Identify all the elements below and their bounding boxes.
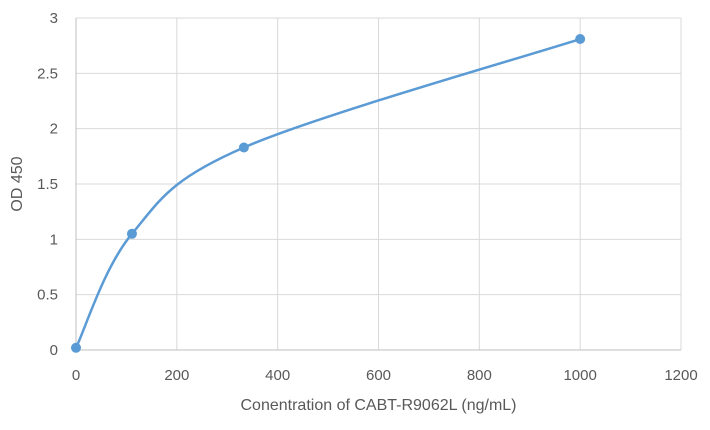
x-tick-label: 800 (467, 367, 492, 384)
y-tick-labels: 0 0.5 1 1.5 2 2.5 3 (37, 10, 58, 359)
y-tick-label: 2 (50, 121, 58, 138)
data-point (126, 228, 137, 239)
axes (75, 18, 681, 351)
x-tick-label: 400 (265, 367, 290, 384)
x-tick-label: 1200 (664, 367, 697, 384)
x-tick-label: 200 (164, 367, 189, 384)
y-axis-title: OD 450 (9, 156, 26, 211)
grid (76, 17, 682, 350)
x-axis-title: Conentration of CABT-R9062L (ng/mL) (241, 397, 517, 414)
y-tick-label: 0.5 (37, 287, 58, 304)
x-tick-label: 600 (366, 367, 391, 384)
x-tick-labels: 0 200 400 600 800 1000 1200 (72, 367, 698, 384)
data-point (71, 342, 81, 353)
data-point (575, 34, 586, 45)
data-point (238, 142, 249, 153)
y-tick-label: 0 (50, 342, 58, 359)
data-points (71, 34, 586, 353)
y-tick-label: 1 (50, 231, 58, 248)
series-line (74, 37, 582, 350)
x-tick-label: 1000 (563, 367, 596, 384)
y-tick-label: 3 (50, 10, 58, 27)
y-tick-label: 1.5 (37, 176, 58, 193)
y-tick-label: 2.5 (37, 65, 58, 82)
x-tick-label: 0 (72, 367, 80, 384)
